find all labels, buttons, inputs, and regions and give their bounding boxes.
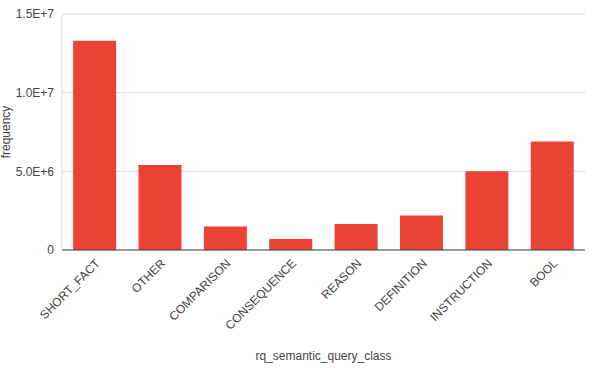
svg-text:1.0E+7: 1.0E+7	[16, 86, 55, 100]
svg-text:frequency: frequency	[8, 106, 13, 159]
svg-text:CONSEQUENCE: CONSEQUENCE	[223, 256, 299, 332]
svg-text:INSTRUCTION: INSTRUCTION	[427, 256, 495, 324]
svg-text:DEFINITION: DEFINITION	[372, 256, 430, 314]
svg-text:COMPARISON: COMPARISON	[166, 256, 233, 323]
svg-text:0: 0	[47, 243, 54, 257]
svg-text:REASON: REASON	[319, 256, 365, 302]
svg-text:OTHER: OTHER	[129, 256, 169, 296]
svg-text:1.5E+7: 1.5E+7	[16, 7, 55, 21]
svg-text:BOOL: BOOL	[527, 256, 561, 290]
svg-text:SHORT_FACT: SHORT_FACT	[37, 256, 103, 322]
svg-text:5.0E+6: 5.0E+6	[16, 165, 55, 179]
svg-text:rq_semantic_query_class: rq_semantic_query_class	[255, 349, 391, 363]
